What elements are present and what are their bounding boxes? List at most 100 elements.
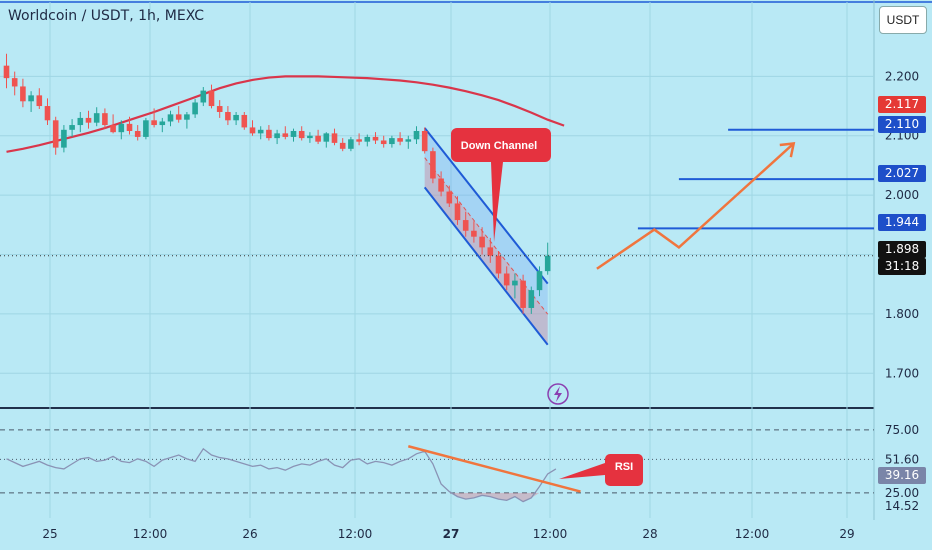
price-tick-label: 1.800 xyxy=(885,307,919,321)
candle xyxy=(421,130,428,152)
projection-path xyxy=(596,142,795,270)
candle xyxy=(282,133,289,137)
candle xyxy=(175,114,182,120)
time-tick-label: 26 xyxy=(242,527,257,541)
lightning-icon xyxy=(547,383,569,405)
candle xyxy=(405,139,412,142)
candle xyxy=(520,280,526,308)
candle xyxy=(143,120,149,137)
price-badge: 2.117 xyxy=(878,96,926,113)
candle xyxy=(102,113,108,126)
price-badge-bg xyxy=(878,214,926,231)
candle xyxy=(184,114,190,120)
rsi-tick-label: 14.52 xyxy=(885,499,919,513)
candle xyxy=(372,136,379,141)
time-tick-label: 12:00 xyxy=(338,527,373,541)
candle xyxy=(487,247,494,256)
time-tick-label: 12:00 xyxy=(735,527,770,541)
rsi-badge-label: 39.16 xyxy=(885,468,919,482)
moving-average-line xyxy=(6,75,565,153)
callout-shape xyxy=(451,128,551,242)
candle xyxy=(208,90,215,107)
candle xyxy=(11,78,18,87)
time-tick-label: 25 xyxy=(42,527,57,541)
candle xyxy=(118,123,125,133)
price-tick-label: 1.700 xyxy=(885,366,919,380)
time-tick-label: 29 xyxy=(839,527,854,541)
price-badge: 1.944 xyxy=(878,214,926,231)
rsi-callout: RSI xyxy=(559,454,643,486)
down-channel-lower-line xyxy=(423,186,549,346)
rsi-badge-bg xyxy=(878,466,926,484)
candle xyxy=(110,125,116,133)
candle xyxy=(356,139,362,142)
rsi-tick-label: 25.00 xyxy=(885,486,919,500)
price-badge-bg xyxy=(878,116,926,133)
currency-button[interactable]: USDT xyxy=(879,6,927,34)
price-badge-bg xyxy=(878,165,926,182)
candle xyxy=(413,130,420,140)
rsi-value-badge: 39.16 xyxy=(878,466,926,484)
candle xyxy=(200,90,207,103)
chart-title: Worldcoin / USDT, 1h, MEXC xyxy=(8,8,205,24)
down-channel-upper-line xyxy=(423,127,549,285)
price-tick-label: 2.200 xyxy=(885,69,919,83)
price-badge-label: 2.110 xyxy=(885,117,919,131)
down-channel-midline xyxy=(424,157,549,315)
candle xyxy=(290,130,297,137)
candle xyxy=(315,135,321,142)
candle xyxy=(266,129,272,139)
candle xyxy=(454,203,461,221)
candle xyxy=(397,138,403,142)
candle xyxy=(528,290,535,308)
price-badge: 31:18 xyxy=(878,258,926,275)
candle xyxy=(389,138,395,145)
lightning-icon-bolt xyxy=(554,386,562,402)
projection-arrowhead xyxy=(779,142,796,158)
price-badge: 2.027 xyxy=(878,165,926,182)
candle xyxy=(167,114,174,122)
down-channel-callout: Down Channel xyxy=(451,128,551,242)
candle xyxy=(380,140,387,145)
candle xyxy=(241,114,248,128)
candle xyxy=(36,95,43,107)
candle xyxy=(77,117,84,126)
price-badge-label: 1.944 xyxy=(885,215,919,229)
candle xyxy=(430,151,436,179)
price-badge-label: 1.898 xyxy=(885,242,919,256)
candle xyxy=(348,139,354,149)
price-badge: 2.110 xyxy=(878,116,926,133)
candle xyxy=(471,230,477,237)
candle xyxy=(69,125,75,130)
candle xyxy=(503,273,510,286)
candle xyxy=(216,106,223,112)
callout-text: Down Channel xyxy=(461,140,537,152)
price-tick-label: 2.000 xyxy=(885,188,919,202)
time-tick-label: 12:00 xyxy=(133,527,168,541)
rsi-divergence-line xyxy=(407,445,581,493)
candle xyxy=(233,114,239,121)
price-badge-label: 2.027 xyxy=(885,166,919,180)
price-badge-bg xyxy=(878,96,926,113)
candle xyxy=(495,255,502,274)
price-badge-bg xyxy=(878,241,926,258)
candle xyxy=(52,120,59,148)
candle xyxy=(446,191,453,204)
rsi-callout-shape xyxy=(559,454,643,486)
time-tick-label: 28 xyxy=(642,527,657,541)
candle xyxy=(159,121,166,126)
candle xyxy=(85,117,92,123)
candle xyxy=(44,106,51,121)
rsi-tick-label: 51.60 xyxy=(885,452,919,466)
rsi-callout-text: RSI xyxy=(615,461,633,473)
candle xyxy=(331,133,338,143)
candle xyxy=(257,129,264,134)
candle xyxy=(307,135,313,139)
candle xyxy=(479,236,485,248)
candle xyxy=(274,133,280,139)
candle xyxy=(20,86,26,102)
candle xyxy=(134,130,141,137)
candle xyxy=(364,136,371,142)
candle xyxy=(339,142,346,149)
